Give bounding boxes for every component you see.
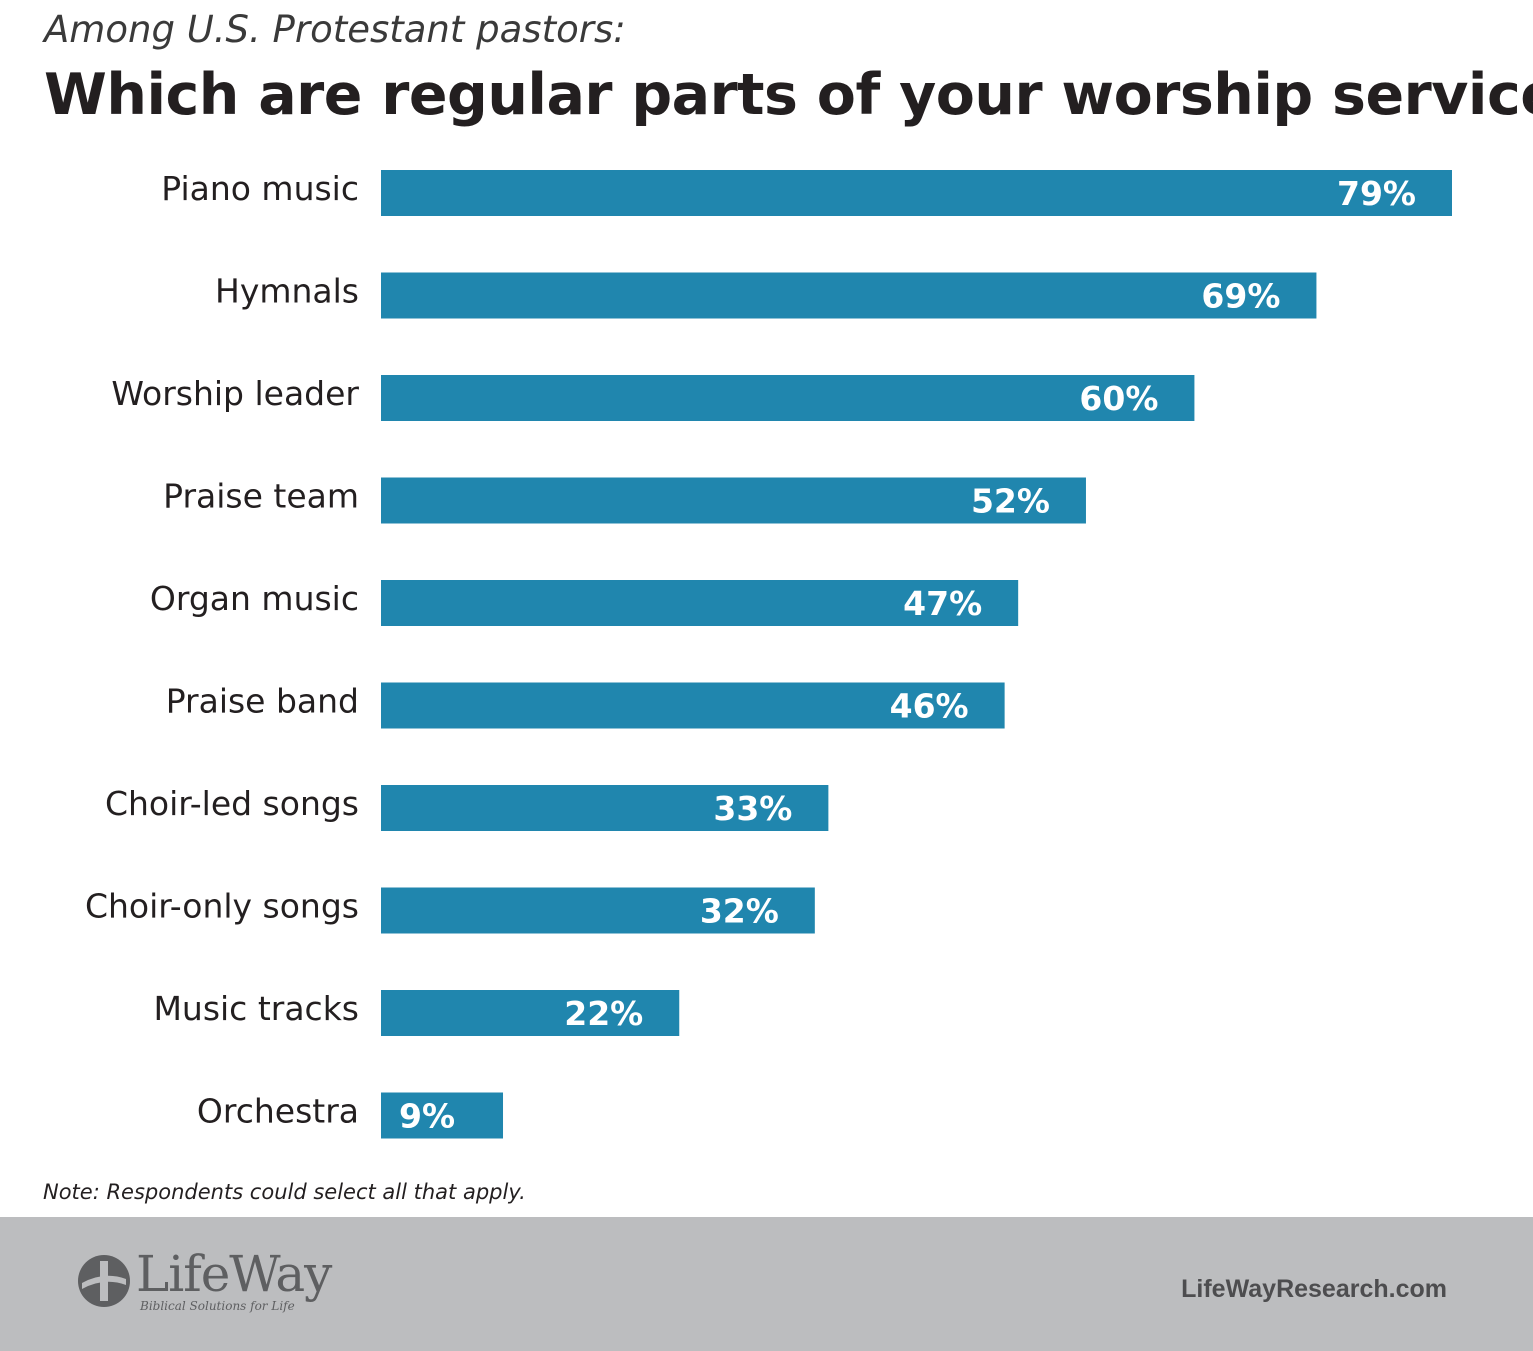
bar [381,887,815,934]
value-label: 69% [1201,277,1280,316]
category-label: Organ music [150,579,359,618]
footer-band: LifeWay Biblical Solutions for Life Life… [0,1217,1533,1351]
category-label: Piano music [161,169,359,208]
value-label: 47% [903,584,982,623]
category-label: Choir-led songs [105,784,359,823]
bar [381,682,1005,729]
category-label: Praise team [163,477,359,516]
bar [381,1092,504,1139]
value-label: 79% [1337,174,1416,213]
bar [381,785,829,831]
value-label: 22% [564,994,643,1033]
footnote: Note: Respondents could select all that … [43,1180,526,1204]
value-label: 52% [971,482,1050,521]
chart-title: Which are regular parts of your worship … [44,62,1533,128]
category-label: Orchestra [197,1092,359,1131]
bar [381,990,680,1036]
bar [381,272,1317,319]
logo-wordmark: LifeWay [136,1245,332,1303]
bar [381,170,1452,216]
value-label: 32% [700,892,779,931]
value-label: 9% [399,1097,455,1136]
value-label: 46% [890,687,969,726]
bar [381,477,1086,524]
chart-subtitle: Among U.S. Protestant pastors: [44,8,626,51]
category-label: Praise band [166,682,359,721]
bar [381,375,1195,421]
lifeway-logo[interactable]: LifeWay Biblical Solutions for Life [76,1245,336,1317]
category-label: Worship leader [111,374,359,413]
value-label: 33% [713,789,792,828]
lifeway-cross-icon [78,1255,130,1307]
bar [381,580,1019,626]
logo-tagline: Biblical Solutions for Life [140,1299,295,1313]
bar-chart: Piano music 79% Hymnals 69% Worship leader 60… [85,169,1452,1139]
value-label: 60% [1079,379,1158,418]
category-label: Music tracks [153,989,359,1028]
category-label: Choir-only songs [85,887,359,926]
category-label: Hymnals [215,272,359,311]
website-link[interactable]: LifeWayResearch.com [1181,1275,1447,1303]
